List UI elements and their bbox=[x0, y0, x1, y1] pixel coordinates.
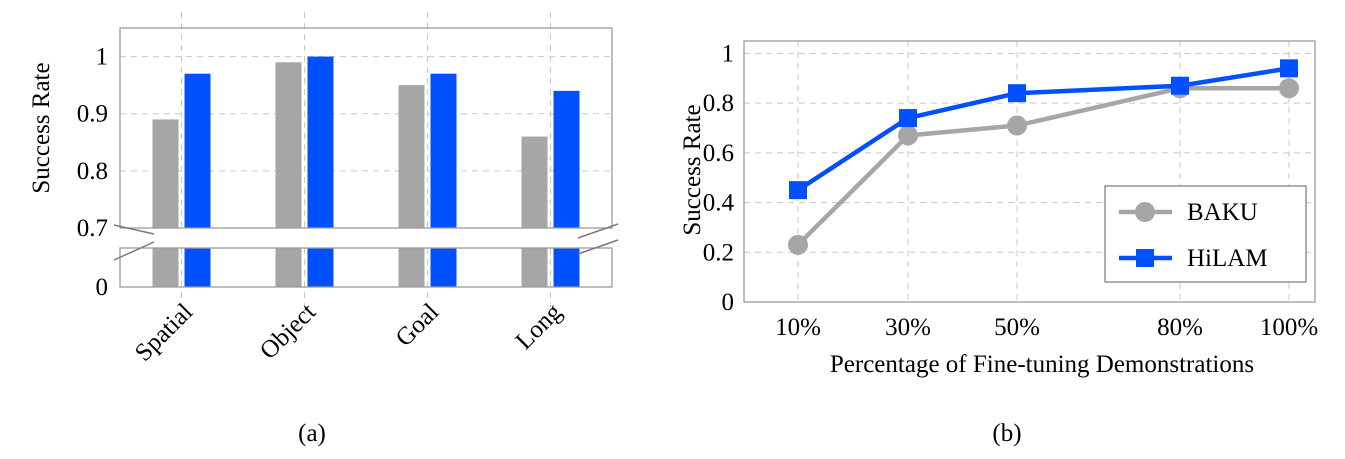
point-baku bbox=[898, 125, 918, 146]
line-chart-b: 0 0.2 0.4 0.6 0.8 1 10% 30% 50% 80% 100% Success … bbox=[679, 40, 1318, 447]
bar-upper bbox=[275, 62, 302, 229]
x-axis-label-b: Percentage of Fine-tuning Demonstrations bbox=[830, 351, 1254, 378]
y-tick-label-b: 0.8 bbox=[703, 90, 734, 117]
point-hilam bbox=[1280, 59, 1298, 78]
bar-lower bbox=[553, 248, 580, 287]
x-ticks-b: 10% 30% 50% 80% 100% bbox=[775, 314, 1318, 341]
lower-panel-frame bbox=[119, 247, 613, 288]
bar-lower bbox=[307, 248, 334, 287]
point-hilam bbox=[1008, 84, 1026, 103]
y-ticks-b: 0 0.2 0.4 0.6 0.8 1 bbox=[703, 40, 735, 316]
x-tick-label-a: Long bbox=[511, 298, 568, 355]
y-axis-label-b: Success Rate bbox=[679, 104, 706, 235]
axis-break-mark bbox=[577, 223, 619, 239]
caption-b: (b) bbox=[992, 420, 1021, 447]
x-tick-label-b: 50% bbox=[994, 314, 1040, 341]
bar-lower bbox=[430, 248, 457, 287]
legend-label-hilam: HiLAM bbox=[1187, 245, 1268, 272]
bar-upper bbox=[184, 73, 211, 228]
point-hilam bbox=[899, 109, 917, 128]
point-baku bbox=[788, 234, 808, 255]
series-b bbox=[788, 59, 1299, 255]
upper-panel-frame bbox=[119, 27, 613, 229]
legend-marker-hilam bbox=[1136, 249, 1154, 267]
bar-upper bbox=[553, 90, 580, 228]
y-tick-label-a: 0.7 bbox=[77, 215, 108, 242]
x-tick-label-b: 80% bbox=[1157, 314, 1203, 341]
bar-upper bbox=[521, 136, 548, 228]
point-hilam bbox=[789, 181, 807, 200]
y-tick-label-b: 0 bbox=[722, 289, 735, 316]
axis-break-mark bbox=[113, 241, 155, 261]
bar-chart-a: 0.7 0.8 0.9 1 0 Spatial Object Goal Long Succes… bbox=[28, 12, 619, 447]
bar-lower bbox=[152, 248, 179, 287]
bar-lower bbox=[398, 248, 425, 287]
axis-break-mark bbox=[577, 239, 619, 255]
bar-upper bbox=[398, 85, 425, 229]
y-tick-label-a-lower: 0 bbox=[96, 274, 109, 301]
axis-break-gap bbox=[116, 229, 616, 247]
x-tick-label-b: 30% bbox=[885, 314, 931, 341]
bar-upper bbox=[430, 73, 457, 228]
x-tick-label-b: 10% bbox=[775, 314, 821, 341]
y-tick-label-b: 0.2 bbox=[703, 239, 734, 266]
y-tick-label-b: 0.4 bbox=[703, 190, 735, 217]
legend-label-baku: BAKU bbox=[1187, 199, 1258, 226]
y-ticks-a: 0.7 0.8 0.9 1 0 bbox=[77, 44, 108, 301]
legend-b: BAKU HiLAM bbox=[1104, 185, 1307, 283]
y-axis-label-a: Success Rate bbox=[28, 62, 55, 193]
y-tick-label-a: 0.9 bbox=[77, 101, 108, 128]
y-tick-label-b: 1 bbox=[722, 40, 735, 67]
axis-break-mark bbox=[113, 224, 155, 235]
point-hilam bbox=[1171, 76, 1189, 95]
x-tick-label-a: Spatial bbox=[130, 298, 198, 366]
plot-frame-b bbox=[743, 40, 1316, 303]
x-tick-label-a: Object bbox=[255, 298, 321, 364]
caption-a: (a) bbox=[298, 420, 326, 447]
bar-lower bbox=[184, 248, 211, 287]
y-tick-label-a: 0.8 bbox=[77, 158, 108, 185]
legend-marker-baku bbox=[1135, 202, 1155, 222]
y-tick-label-b: 0.6 bbox=[703, 140, 734, 167]
point-baku bbox=[1007, 115, 1027, 136]
y-tick-label-a: 1 bbox=[96, 44, 109, 71]
x-ticks-a: Spatial Object Goal Long bbox=[130, 298, 568, 367]
bar-lower bbox=[521, 248, 548, 287]
bar-upper bbox=[152, 119, 179, 228]
frame-a bbox=[113, 27, 619, 288]
bars-a bbox=[152, 56, 580, 287]
point-baku bbox=[1279, 78, 1299, 99]
x-tick-label-a: Goal bbox=[391, 298, 444, 351]
x-tick-label-b: 100% bbox=[1260, 314, 1318, 341]
bar-upper bbox=[307, 56, 334, 229]
bar-lower bbox=[275, 248, 302, 287]
